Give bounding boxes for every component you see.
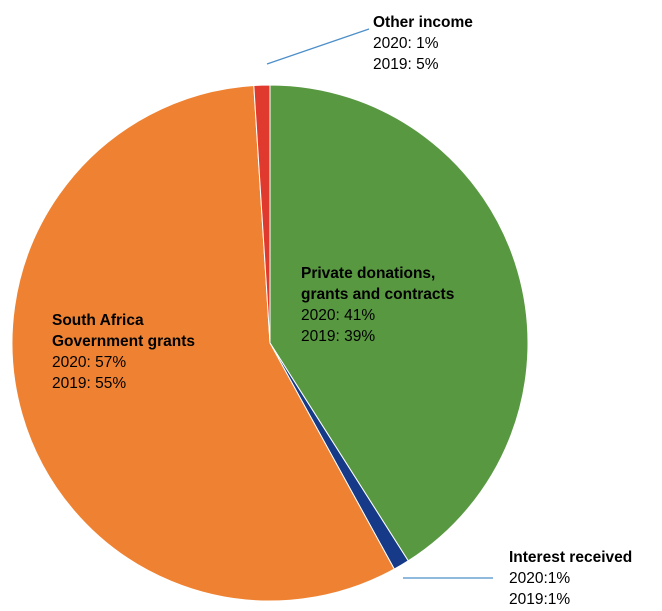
label-private-title-line2: grants and contracts — [301, 286, 455, 303]
pie-slice-government — [11, 84, 395, 602]
label-interest-title: Interest received — [509, 549, 633, 566]
pie-slices — [11, 84, 529, 602]
label-government-title-line1: South Africa — [52, 312, 144, 329]
label-interest-2020: 2020:1% — [509, 570, 571, 587]
label-government-2019: 2019: 55% — [52, 375, 127, 392]
label-interest-2019: 2019:1% — [509, 591, 571, 608]
label-private-donations: Private donations, grants and contracts … — [301, 263, 454, 347]
label-other-income-title: Other income — [373, 14, 473, 31]
label-government-2020: 2020: 57% — [52, 354, 127, 371]
label-interest-received: Interest received 2020:1% 2019:1% — [509, 547, 632, 610]
label-government-title-line2: Government grants — [52, 333, 195, 350]
label-other-income: Other income 2020: 1% 2019: 5% — [373, 12, 473, 75]
label-other-income-2019: 2019: 5% — [373, 56, 439, 73]
label-private-2019: 2019: 39% — [301, 328, 376, 345]
label-other-income-2020: 2020: 1% — [373, 35, 439, 52]
label-private-title-line1: Private donations, — [301, 265, 436, 282]
leader-line-other-income — [266, 28, 370, 65]
pie-slice-private — [269, 84, 529, 562]
pie-slice-other — [253, 84, 271, 344]
label-government-grants: South Africa Government grants 2020: 57%… — [52, 310, 195, 394]
label-private-2020: 2020: 41% — [301, 307, 376, 324]
